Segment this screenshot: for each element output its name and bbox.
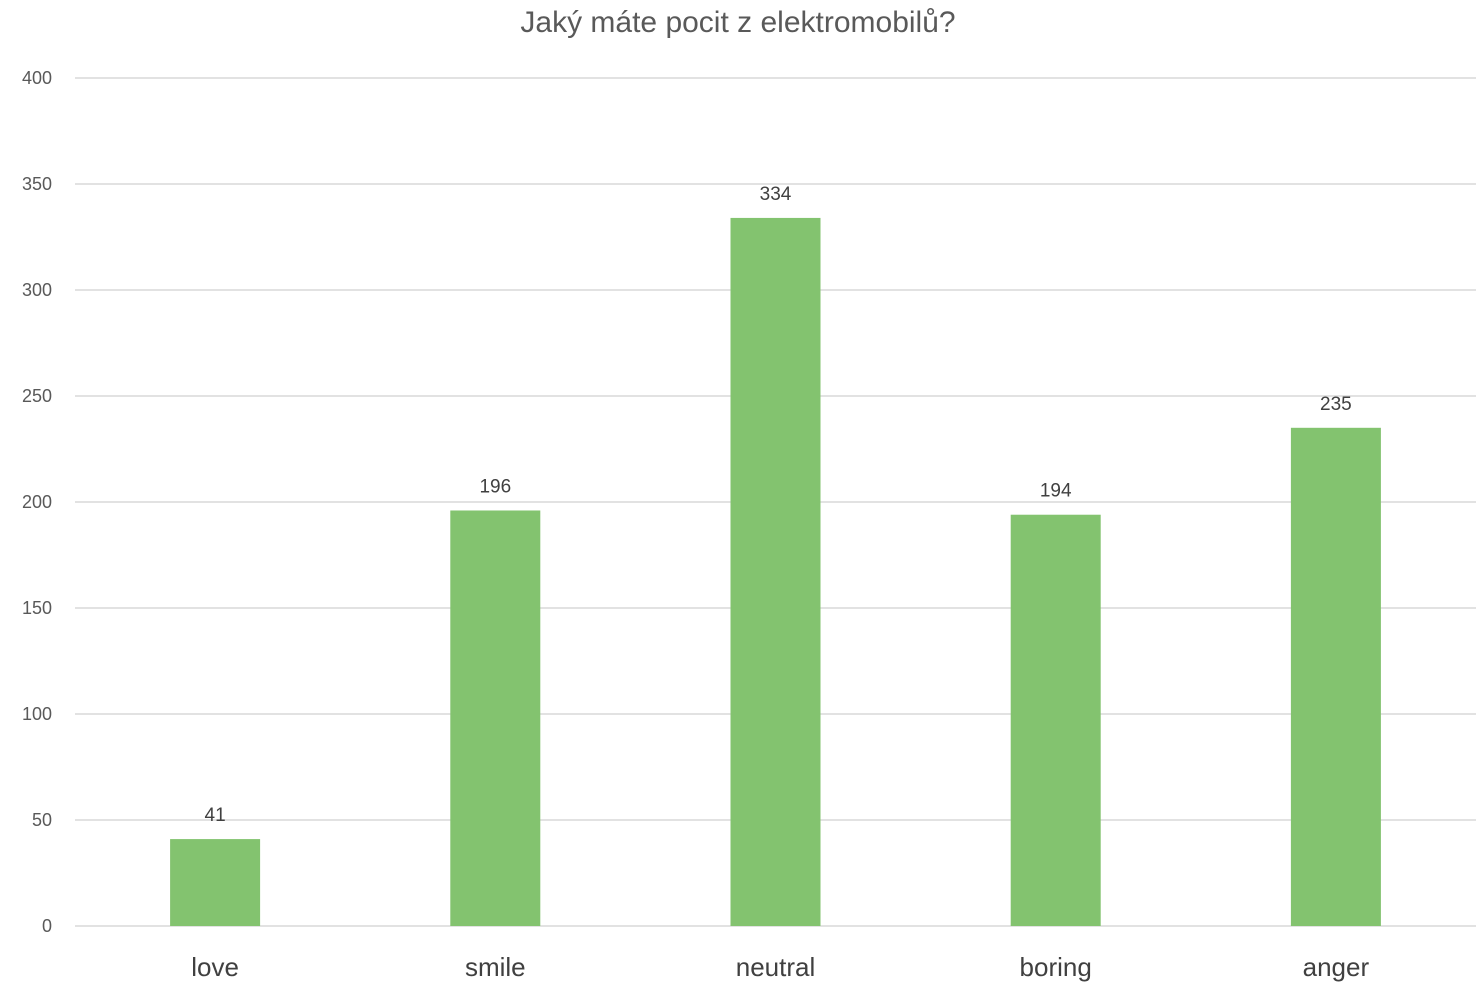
bar-love [170, 839, 261, 926]
bar-anger [1290, 427, 1381, 926]
bar-neutral [730, 217, 821, 927]
data-labels: 41 196 334 194 235 [205, 184, 1352, 826]
y-tick-label: 250 [22, 386, 52, 406]
data-label-anger: 235 [1320, 394, 1352, 415]
chart-title: Jaký máte pocit z elektromobilů? [520, 6, 956, 39]
x-tick-label-smile: smile [465, 952, 526, 982]
y-axis-ticks: 0 50 100 150 200 250 300 350 400 [22, 68, 52, 936]
data-label-neutral: 334 [760, 184, 792, 205]
x-tick-label-anger: anger [1303, 952, 1370, 982]
data-label-smile: 196 [479, 476, 511, 497]
y-tick-label: 200 [22, 492, 52, 512]
y-tick-label: 350 [22, 174, 52, 194]
y-tick-label: 300 [22, 280, 52, 300]
y-tick-label: 150 [22, 598, 52, 618]
data-label-boring: 194 [1040, 481, 1072, 502]
x-axis-ticks: love smile neutral boring anger [191, 952, 1369, 982]
y-tick-label: 100 [22, 704, 52, 724]
bars [170, 217, 1381, 927]
x-tick-label-love: love [191, 952, 239, 982]
y-tick-label: 400 [22, 68, 52, 88]
x-tick-label-boring: boring [1020, 952, 1092, 982]
y-tick-label: 0 [42, 916, 52, 936]
x-tick-label-neutral: neutral [736, 952, 816, 982]
y-tick-label: 50 [32, 810, 52, 830]
bar-smile [450, 510, 541, 926]
bar-boring [1010, 514, 1101, 926]
data-label-love: 41 [205, 805, 226, 826]
